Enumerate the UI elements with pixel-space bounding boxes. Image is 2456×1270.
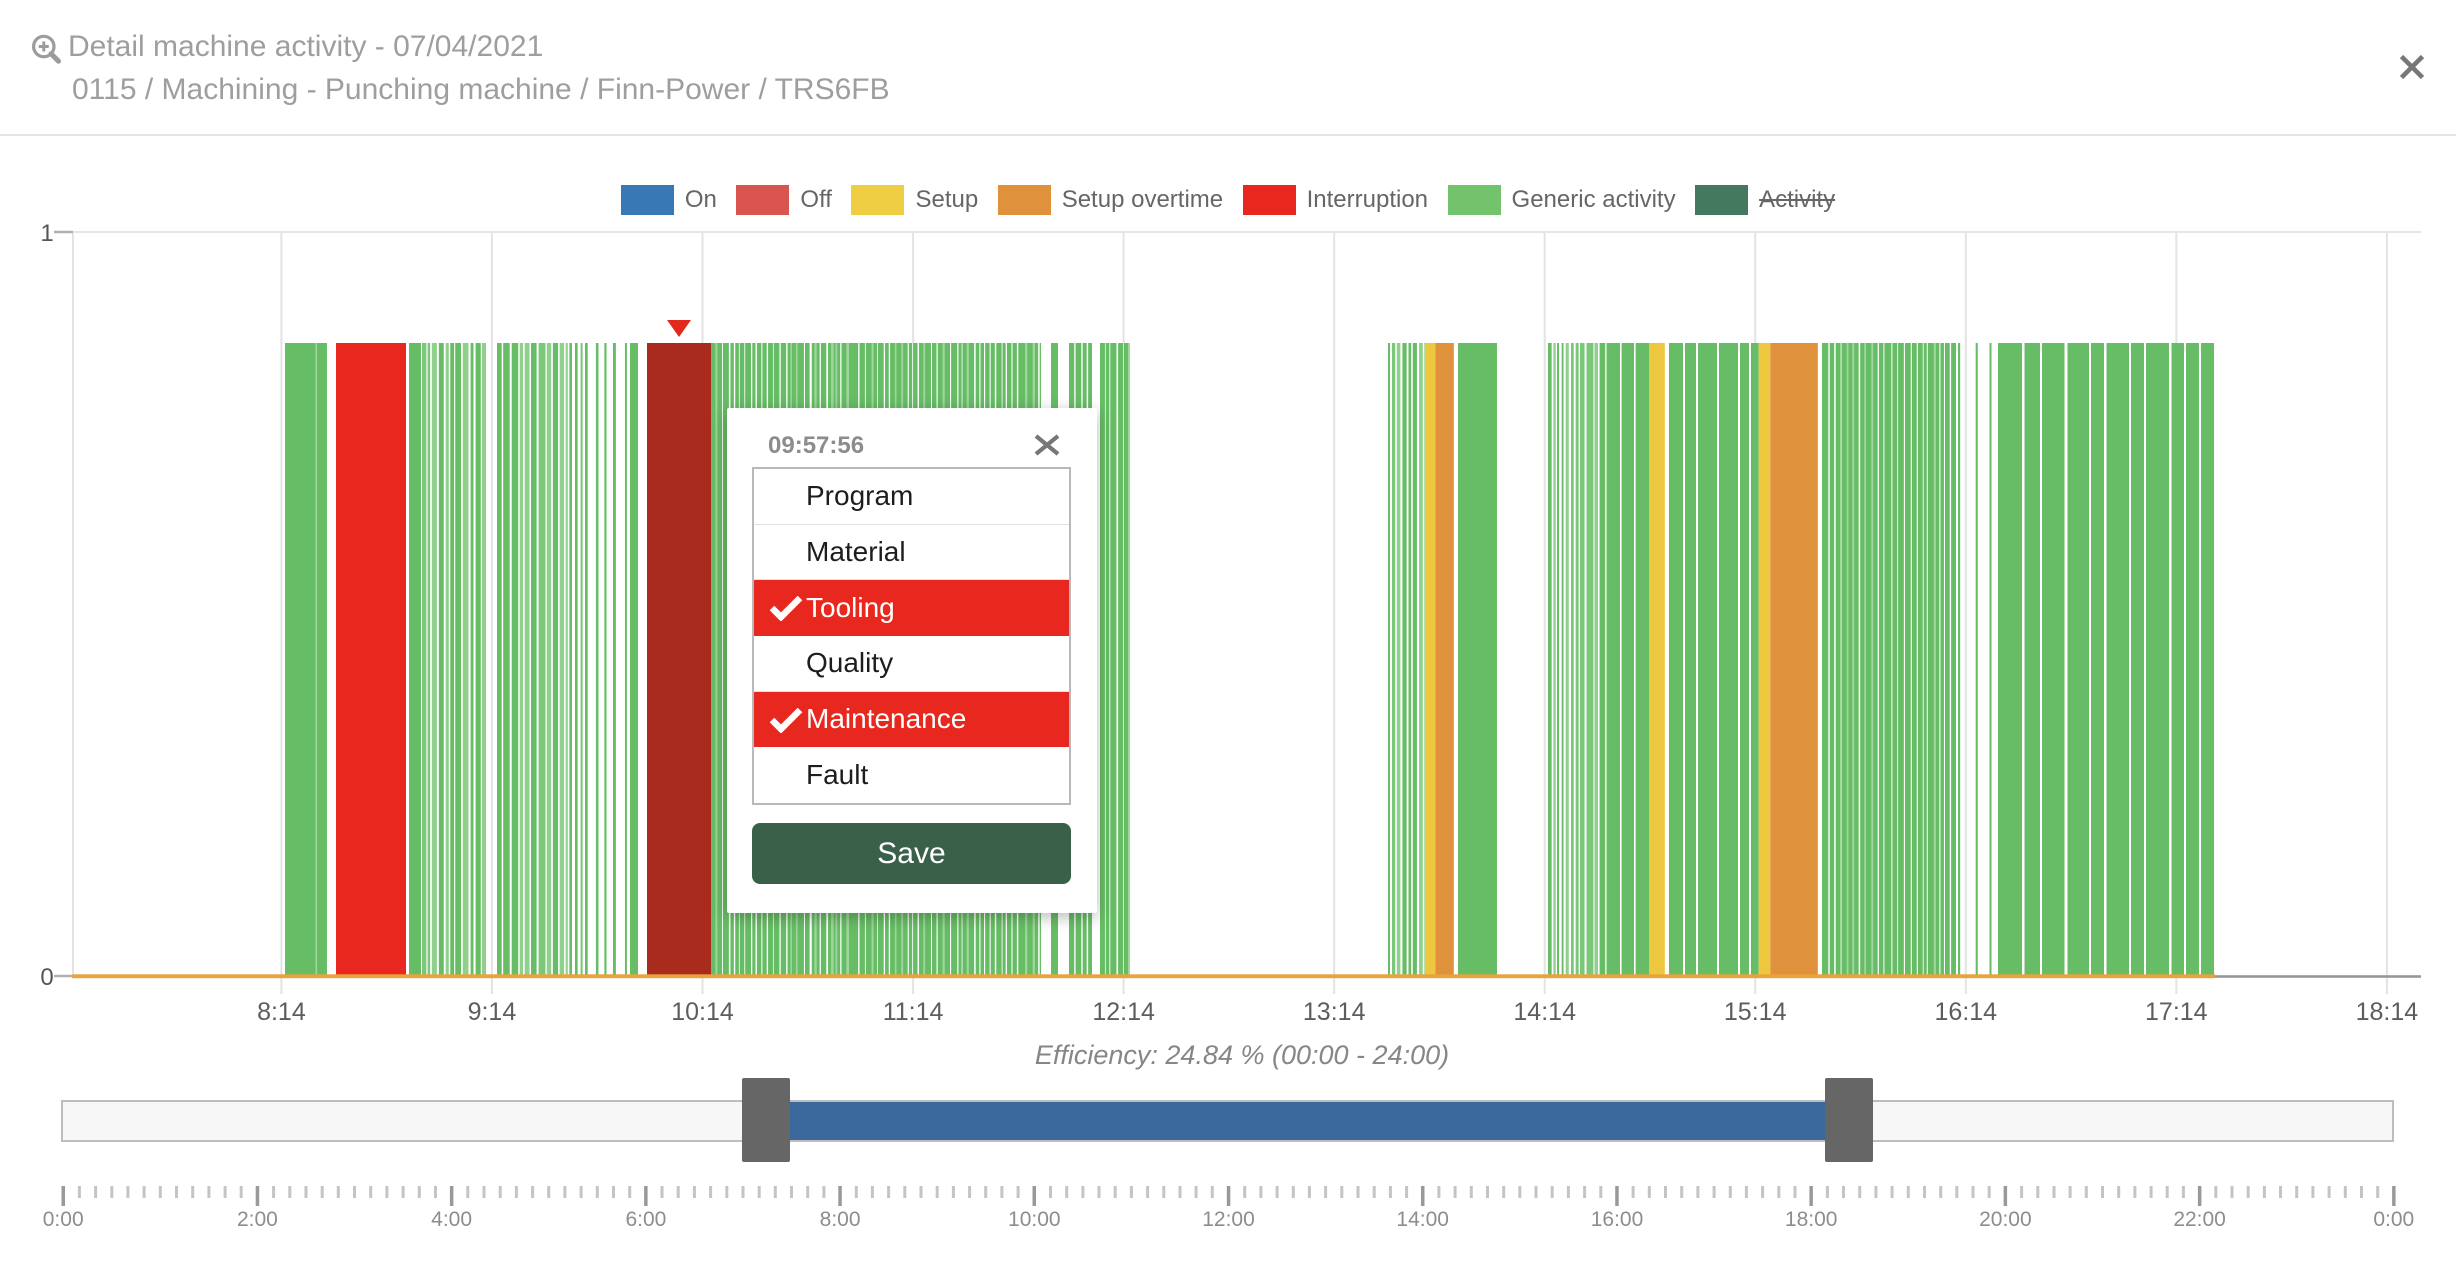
svg-text:12:00: 12:00 xyxy=(1202,1208,1255,1231)
svg-text:16:00: 16:00 xyxy=(1591,1208,1644,1231)
svg-text:18:00: 18:00 xyxy=(1785,1208,1838,1231)
svg-text:8:14: 8:14 xyxy=(257,998,306,1026)
svg-text:9:14: 9:14 xyxy=(468,998,517,1026)
svg-text:0:00: 0:00 xyxy=(43,1208,84,1231)
svg-text:16:14: 16:14 xyxy=(1935,998,1998,1026)
svg-text:0: 0 xyxy=(40,964,53,991)
svg-text:15:14: 15:14 xyxy=(1724,998,1787,1026)
svg-text:10:14: 10:14 xyxy=(671,998,734,1026)
svg-text:11:14: 11:14 xyxy=(883,998,944,1026)
svg-text:22:00: 22:00 xyxy=(2173,1208,2226,1231)
svg-text:2:00: 2:00 xyxy=(237,1208,278,1231)
svg-text:1: 1 xyxy=(40,220,53,247)
svg-text:10:00: 10:00 xyxy=(1008,1208,1061,1231)
svg-text:14:00: 14:00 xyxy=(1396,1208,1449,1231)
svg-text:20:00: 20:00 xyxy=(1979,1208,2032,1231)
svg-text:14:14: 14:14 xyxy=(1513,998,1576,1026)
svg-text:6:00: 6:00 xyxy=(625,1208,666,1231)
svg-text:18:14: 18:14 xyxy=(2356,998,2419,1026)
svg-text:12:14: 12:14 xyxy=(1092,998,1155,1026)
svg-text:8:00: 8:00 xyxy=(820,1208,861,1231)
svg-text:17:14: 17:14 xyxy=(2145,998,2208,1026)
svg-text:13:14: 13:14 xyxy=(1303,998,1366,1026)
svg-text:4:00: 4:00 xyxy=(431,1208,472,1231)
svg-text:0:00: 0:00 xyxy=(2373,1208,2414,1231)
